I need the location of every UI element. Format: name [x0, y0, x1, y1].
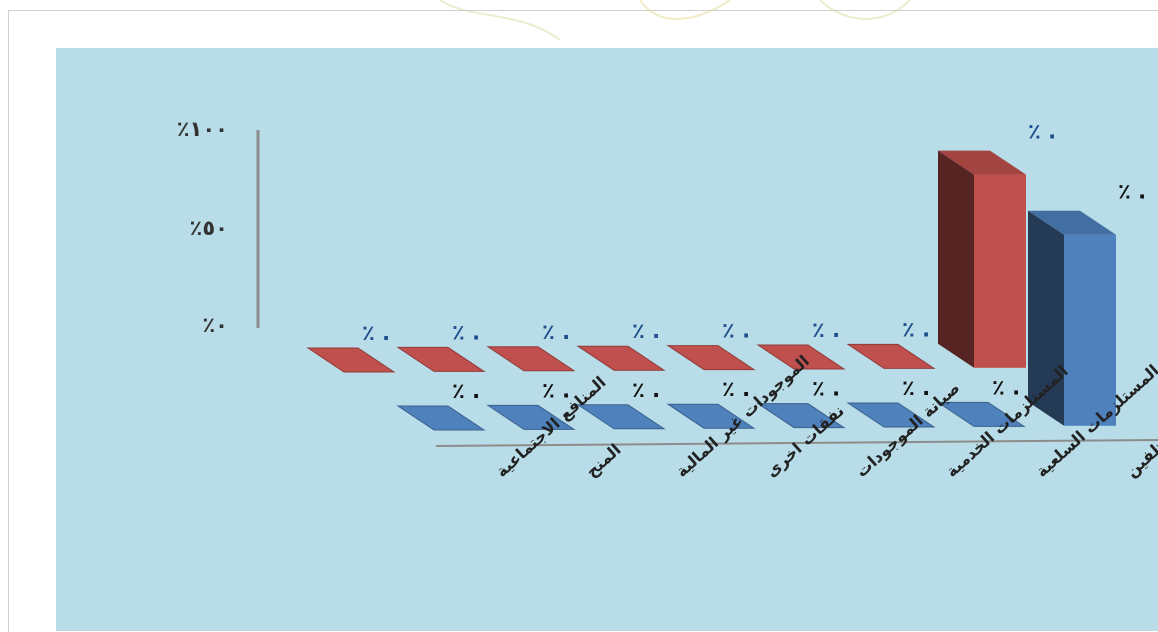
bar	[396, 346, 486, 372]
bar-top	[938, 150, 1026, 175]
data-label: ٪ .	[992, 375, 1020, 399]
data-labels: ٪ . ٪ . ٪ . ٪ . ٪ . ٪ . ٪ . ٪ . ٪ . ٪ . ٪ . ٪ . ٪ . ٪…	[362, 120, 1146, 403]
data-label: ٪ .	[812, 377, 840, 401]
floor-line	[435, 439, 1158, 447]
chart-axes	[256, 130, 1158, 447]
bar-side	[938, 150, 974, 368]
bar-top	[1028, 210, 1116, 235]
data-label: ٪ .	[902, 376, 930, 400]
data-label: ٪ .	[542, 378, 570, 402]
bar	[846, 402, 936, 428]
data-label: ٪ .	[722, 377, 750, 401]
y-tick-label: ٪١٠٠	[177, 117, 228, 141]
bar	[306, 347, 396, 373]
data-label: ٪ .	[632, 319, 660, 343]
data-label: ٪ .	[812, 318, 840, 342]
data-label: ٪ .	[362, 321, 390, 345]
bar	[756, 344, 846, 370]
bar	[936, 401, 1026, 427]
bar	[486, 404, 576, 430]
bar	[666, 403, 756, 429]
y-tick-label: ٪٥٠	[190, 216, 228, 240]
data-label: ٪ .	[722, 319, 750, 343]
bar	[846, 343, 936, 369]
data-label: ٪ .	[902, 317, 930, 341]
y-tick-label: ٪٠	[202, 313, 228, 337]
data-label: ٪ .	[452, 379, 480, 403]
series-red-bars	[306, 150, 1026, 373]
bar	[396, 405, 486, 431]
bar	[756, 403, 846, 429]
data-label: ٪ .	[1028, 120, 1056, 144]
series-blue-bars	[396, 210, 1116, 431]
x-category-label: المنح	[582, 440, 625, 481]
y-axis-ticks: ٪٠ ٪٥٠ ٪١٠٠	[177, 117, 228, 337]
data-label: ٪ .	[632, 378, 660, 402]
bar	[666, 345, 756, 371]
bar	[1064, 234, 1116, 426]
data-label: ٪ .	[542, 320, 570, 344]
chart-frame	[8, 10, 1158, 632]
bar-side	[1028, 210, 1064, 426]
bar	[576, 404, 666, 430]
bar	[486, 346, 576, 372]
data-label: ٪ .	[1118, 180, 1146, 204]
bar	[576, 345, 666, 371]
data-label: ٪ .	[452, 320, 480, 344]
bar	[974, 174, 1026, 368]
